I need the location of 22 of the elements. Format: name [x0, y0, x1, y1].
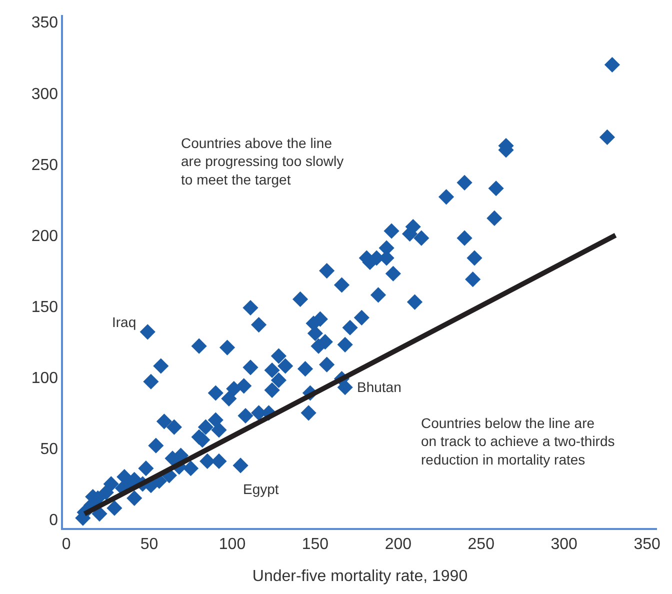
- annotation: Countries above the line are progressing too slowly to meet the target: [181, 135, 344, 188]
- y-tick-label: 350: [31, 14, 58, 32]
- x-tick-label: 300: [550, 536, 578, 553]
- y-tick-label: 300: [31, 86, 58, 103]
- x-tick-label: 350: [634, 536, 660, 553]
- y-tick-label: 100: [31, 370, 58, 387]
- x-tick-label: 200: [384, 536, 412, 553]
- y-tick-label: 250: [31, 156, 58, 174]
- x-tick-label: 0: [62, 536, 71, 553]
- annotation: Iraq: [112, 314, 136, 330]
- annotation: Countries below the line are on track to achieve a two-thirds reduction in mortality rates: [421, 415, 615, 468]
- x-tick-label: 100: [218, 536, 246, 553]
- x-axis-title: Under-five mortality rate, 1990: [252, 568, 468, 586]
- x-tick-label: 50: [140, 536, 158, 553]
- y-tick-label: 200: [31, 228, 58, 245]
- x-tick-label: 150: [302, 536, 329, 553]
- x-tick-label: 250: [468, 536, 495, 553]
- y-tick-label: 150: [31, 298, 58, 316]
- y-tick-label: 0: [49, 512, 58, 530]
- y-tick-label: 50: [40, 441, 58, 458]
- annotation: Bhutan: [357, 379, 402, 395]
- annotation: Egypt: [243, 481, 279, 497]
